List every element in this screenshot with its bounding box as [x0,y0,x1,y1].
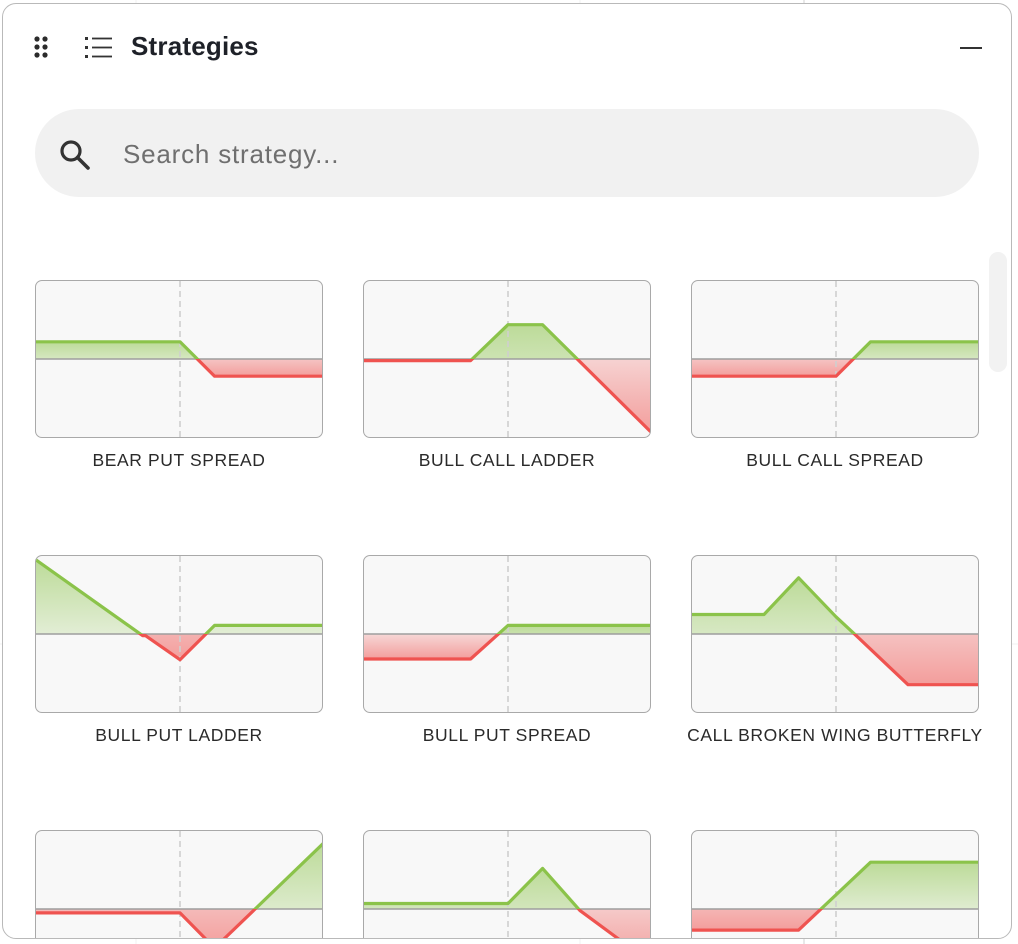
strategies-panel: Strategies BEAR PUT SPREAD BULL CALL LADD… [2,3,1012,939]
payoff-diagram [691,280,979,438]
drag-handle-icon[interactable] [33,36,49,60]
payoff-line-loss [852,634,978,687]
payoff-line-profit [496,623,650,634]
payoff-line-loss [692,909,824,932]
payoff-diagram [691,830,979,938]
payoff-diagram [363,280,651,438]
scrollbar-thumb[interactable] [989,252,1007,372]
strategy-label: BULL CALL SPREAD [746,450,924,470]
payoff-diagram [691,555,979,713]
profit-area [36,844,322,909]
loss-area [364,909,650,938]
profit-area [692,577,978,634]
search-bar [35,109,979,197]
payoff-line-profit [364,323,580,359]
minimize-icon [960,47,982,49]
payoff-line-loss [692,359,856,378]
payoff-line-loss [195,359,322,378]
payoff-line-loss [137,634,209,662]
payoff-line-profit [851,340,978,359]
strategy-label: BEAR PUT SPREAD [92,450,266,470]
payoff-diagram [35,280,323,438]
loss-area [364,634,650,659]
payoff-diagram [363,555,651,713]
loss-area [692,909,978,931]
profit-area [692,862,978,909]
payoff-diagram [363,830,651,938]
payoff-line-profit [692,576,857,634]
minimize-button[interactable] [955,34,987,62]
payoff-line-profit [36,340,200,359]
strategy-label: BULL CALL LADDER [418,450,596,470]
payoff-line-loss [36,909,258,938]
profit-area [36,341,322,359]
payoff-diagram [35,555,323,713]
payoff-line-profit [252,842,322,909]
search-icon [57,137,93,173]
profit-area [692,341,978,359]
payoff-diagram [35,830,323,938]
loss-area [692,359,978,377]
profit-area [364,324,650,359]
profit-area [364,625,650,634]
payoff-line-loss [576,909,620,938]
strategy-label: BULL PUT LADDER [95,725,263,745]
payoff-line-loss [364,634,501,661]
loss-area [364,359,650,432]
list-icon [83,34,115,62]
payoff-line-profit [818,860,978,909]
profit-area [36,559,322,634]
strategy-label: CALL BROKEN WING BUTTERFLY [687,725,983,745]
panel-title: Strategies [131,31,259,61]
strategy-label: BULL PUT SPREAD [422,725,592,745]
search-input[interactable] [121,129,945,179]
payoff-line-loss [364,359,650,434]
payoff-line-profit [36,558,322,634]
loss-area [36,359,322,377]
panel-header: Strategies [3,4,1011,88]
payoff-line-profit [364,866,581,909]
loss-area [36,634,322,660]
loss-area [692,634,978,685]
